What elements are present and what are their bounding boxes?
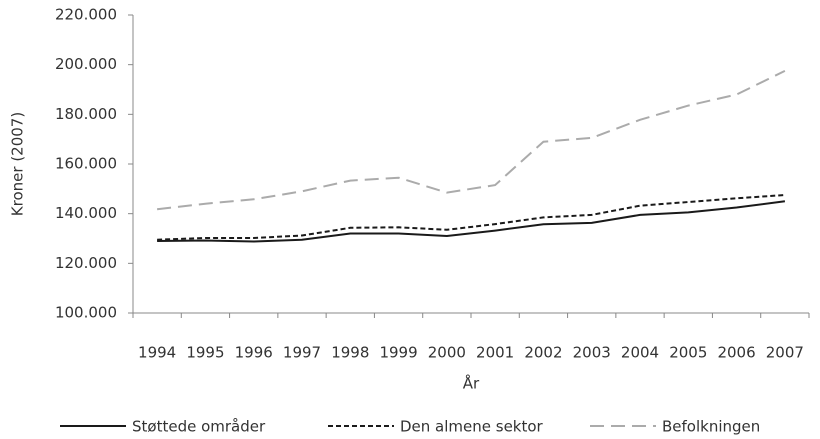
line-series (157, 200, 786, 243)
line-series (156, 70, 786, 211)
x-tick-label: 1998 (331, 344, 369, 362)
x-tick-label: 2003 (573, 344, 611, 362)
y-tick-label: 160.000 (55, 155, 117, 173)
x-tick-label: 1999 (379, 344, 417, 362)
legend-label: Den almene sektor (400, 418, 544, 436)
x-tick-label: 1994 (138, 344, 176, 362)
y-tick-label: 120.000 (55, 254, 117, 272)
x-tick-label: 1995 (186, 344, 224, 362)
legend-label: Støttede områder (132, 418, 266, 436)
y-tick-label: 100.000 (55, 304, 117, 322)
y-tick-label: 140.000 (55, 204, 117, 222)
y-tick-label: 220.000 (55, 6, 117, 24)
x-tick-label: 2001 (476, 344, 514, 362)
y-tick-label: 180.000 (55, 105, 117, 123)
x-tick-label: 2004 (621, 344, 659, 362)
x-axis-label: År (463, 374, 480, 393)
x-tick-label: 1997 (283, 344, 321, 362)
x-tick-label: 1996 (235, 344, 273, 362)
y-tick-label: 200.000 (55, 55, 117, 73)
x-tick-label: 2005 (669, 344, 707, 362)
line-series (157, 194, 785, 241)
x-tick-label: 2007 (766, 344, 804, 362)
x-tick-label: 2000 (428, 344, 466, 362)
y-axis-label: Kroner (2007) (9, 112, 27, 216)
legend-label: Befolkningen (662, 418, 760, 436)
x-tick-label: 2006 (717, 344, 755, 362)
x-tick-label: 2002 (524, 344, 562, 362)
